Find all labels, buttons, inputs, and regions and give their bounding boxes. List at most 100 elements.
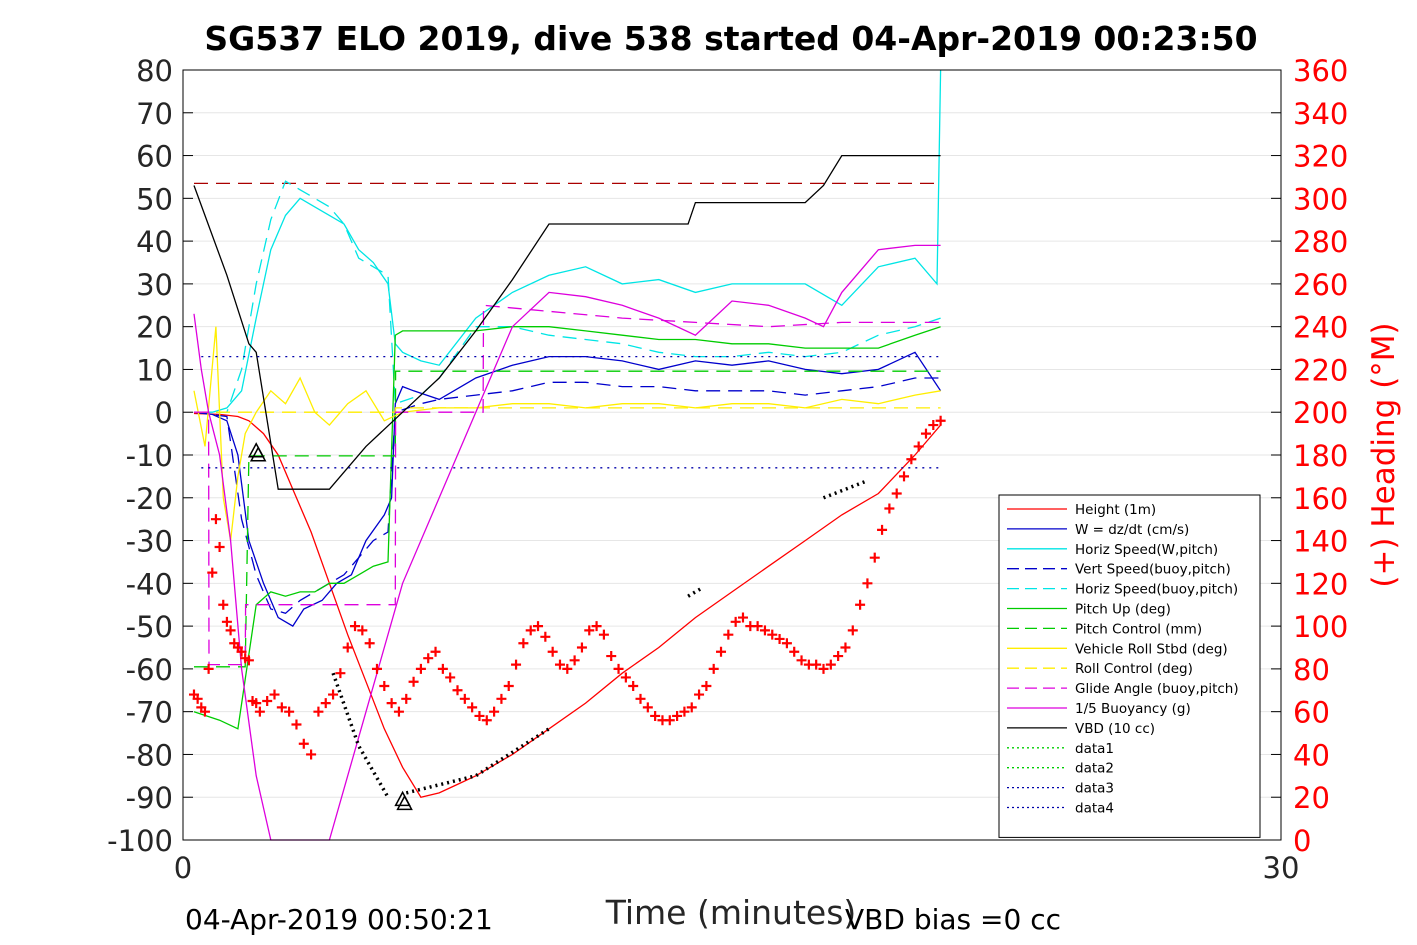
heading-point — [298, 738, 309, 749]
heading-point — [430, 646, 441, 657]
series-line-1 — [193, 351, 942, 627]
series-line-8 — [194, 407, 941, 413]
heading-point — [408, 676, 419, 687]
legend-label: Pitch Up (deg) — [1075, 602, 1171, 618]
series-layer — [188, 69, 946, 841]
y2-tick-label: 240 — [1293, 311, 1348, 345]
heading-point — [679, 706, 690, 717]
heading-point — [701, 681, 712, 691]
y2-tick-label: 60 — [1293, 696, 1330, 730]
series-line-4 — [194, 180, 941, 413]
heading-point — [833, 651, 844, 662]
heading-point — [496, 693, 507, 704]
heading-point — [199, 706, 210, 717]
heading-point — [533, 621, 544, 632]
heading-point — [511, 659, 522, 670]
heading-point — [547, 646, 558, 657]
y2-tick-label: 160 — [1293, 482, 1348, 516]
heading-point — [243, 655, 254, 666]
y-tick-label: 30 — [136, 268, 173, 302]
heading-point — [642, 702, 653, 713]
heading-point — [350, 621, 361, 632]
heading-point — [503, 681, 514, 691]
heading-point — [628, 681, 639, 691]
series-line-5 — [193, 326, 941, 730]
heading-point — [554, 659, 565, 670]
heading-point — [752, 621, 763, 632]
dotted-segment — [331, 672, 390, 799]
y-tick-label: -20 — [126, 482, 173, 516]
y2-tick-label: 320 — [1293, 140, 1348, 174]
heading-point — [664, 715, 675, 726]
heading-point — [328, 689, 339, 700]
legend-label: data3 — [1075, 781, 1114, 797]
heading-point — [192, 693, 203, 704]
heading-point — [225, 625, 236, 636]
legend-label: Glide Angle (buoy,pitch) — [1075, 681, 1239, 697]
heading-point — [467, 702, 478, 713]
heading-point — [221, 616, 232, 627]
heading-point — [869, 552, 880, 563]
heading-point — [306, 749, 317, 760]
heading-point — [723, 629, 734, 640]
legend-label: 1/5 Buoyancy (g) — [1075, 701, 1191, 717]
y2-tick-label: 80 — [1293, 653, 1330, 687]
x-tick-label: 0 — [174, 851, 192, 885]
y2-tick-label: 200 — [1293, 396, 1348, 430]
heading-point — [335, 668, 346, 679]
heading-point — [415, 663, 426, 674]
y-tick-label: -60 — [126, 653, 173, 687]
heading-point — [862, 578, 873, 589]
heading-point — [313, 706, 324, 717]
heading-point — [906, 454, 917, 465]
legend-label: data4 — [1075, 801, 1114, 817]
heading-point — [342, 642, 353, 653]
y2-axis-label: (+) Heading (°M) — [1366, 322, 1402, 587]
y2-tick-label: 260 — [1293, 268, 1348, 302]
footer-vbd-bias: VBD bias =0 cc — [845, 903, 1061, 936]
heading-point — [913, 441, 924, 452]
heading-point — [445, 672, 456, 683]
series-line-0 — [193, 412, 942, 798]
heading-point — [474, 710, 485, 721]
heading-point — [364, 638, 375, 649]
series-line-6 — [194, 370, 941, 668]
heading-point — [606, 651, 617, 662]
heading-point — [423, 653, 434, 664]
heading-point — [584, 625, 595, 636]
heading-point — [884, 503, 895, 514]
y-tick-label: 40 — [136, 225, 173, 259]
heading-point — [251, 698, 262, 709]
heading-point — [591, 621, 602, 632]
legend-label: Horiz Speed(buoy,pitch) — [1075, 582, 1238, 598]
heading-point — [694, 689, 705, 700]
heading-point — [269, 689, 280, 700]
y2-tick-label: 180 — [1293, 439, 1348, 473]
y-tick-label: 20 — [136, 311, 173, 345]
y-tick-label: 80 — [136, 54, 173, 88]
heading-point — [686, 702, 697, 713]
heading-point — [569, 655, 580, 666]
heading-point — [935, 415, 946, 426]
y-tick-label: 0 — [155, 396, 173, 430]
heading-point — [613, 663, 624, 674]
y-axis-left: 80 70 60 50 40 30 20 10 0 -10 -20 -30 -40 -50 -60 -70 -8… — [107, 54, 193, 858]
heading-point — [576, 642, 587, 653]
heading-point — [920, 428, 931, 439]
legend: Height (1m) W = dz/dt (cm/s) Horiz Speed(W… — [998, 494, 1261, 838]
heading-point — [437, 663, 448, 674]
heading-point — [759, 625, 770, 636]
heading-point — [774, 633, 785, 644]
y2-tick-label: 0 — [1293, 824, 1311, 858]
legend-label: Vehicle Roll Stbd (deg) — [1075, 641, 1228, 657]
heading-point — [371, 663, 382, 674]
heading-point — [635, 693, 646, 704]
x-axis-label: Time (minutes) — [605, 893, 857, 932]
y-tick-label: 70 — [136, 97, 173, 131]
heading-point — [708, 663, 719, 674]
legend-label: Vert Speed(buoy,pitch) — [1075, 562, 1231, 578]
x-tick-label: 30 — [1263, 851, 1300, 885]
plot-frame — [182, 69, 1282, 841]
heading-point — [459, 693, 470, 704]
y-tick-label: 10 — [136, 353, 173, 387]
